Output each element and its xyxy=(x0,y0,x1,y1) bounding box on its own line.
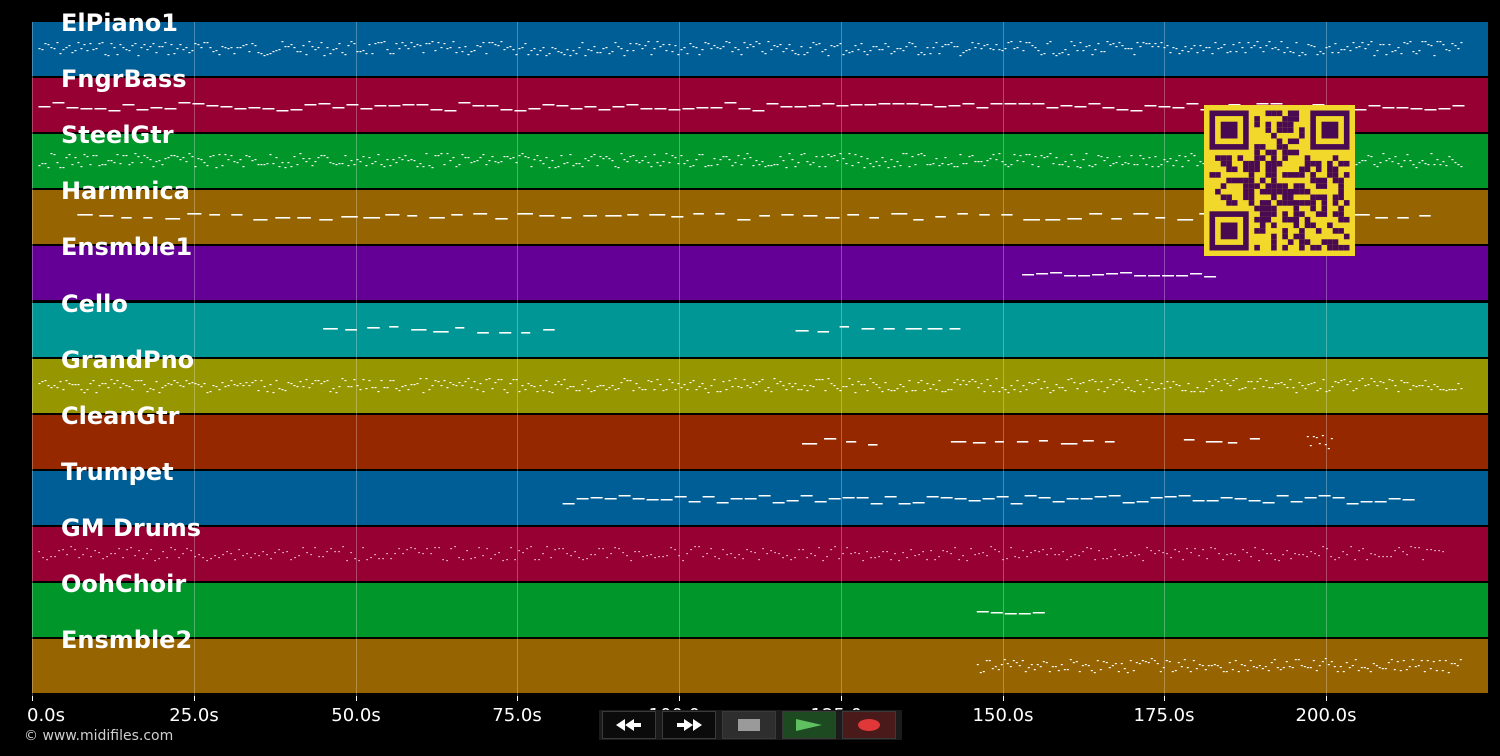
piano-roll[interactable] xyxy=(32,22,1488,696)
tick-label: 175.0s xyxy=(1133,705,1195,726)
tick-mark xyxy=(1326,696,1327,701)
copyright-text: © www.midifiles.com xyxy=(24,728,174,744)
grid-line xyxy=(356,22,357,696)
track-lane[interactable] xyxy=(32,359,1488,413)
play-icon xyxy=(796,719,822,731)
tick-label: 200.0s xyxy=(1295,705,1357,726)
note-marks xyxy=(1022,272,1217,278)
track-lane[interactable] xyxy=(32,471,1488,525)
grid-line xyxy=(1164,22,1165,696)
note-marks xyxy=(38,102,1465,112)
note-marks xyxy=(802,435,1333,450)
track-label: ElPiano1 xyxy=(61,9,178,37)
tick-label: 0.0s xyxy=(26,705,66,726)
tick-label: 150.0s xyxy=(972,705,1034,726)
track-lane[interactable] xyxy=(32,415,1488,469)
transport-controls xyxy=(599,710,902,740)
track-label: FngrBass xyxy=(61,65,187,93)
grid-line xyxy=(1326,22,1327,696)
track-lane[interactable] xyxy=(32,583,1488,637)
fast-forward-button[interactable] xyxy=(662,711,716,739)
track-label: Trumpet xyxy=(61,458,174,486)
grid-line xyxy=(679,22,680,696)
note-marks xyxy=(38,41,1463,57)
grid-line xyxy=(194,22,195,696)
note-marks xyxy=(38,378,1463,394)
track-label: Harmnica xyxy=(61,177,190,205)
rewind-button[interactable] xyxy=(602,711,656,739)
tick-label: 50.0s xyxy=(331,705,381,726)
track-lane[interactable] xyxy=(32,639,1488,693)
tick-mark xyxy=(356,696,357,701)
stop-button[interactable] xyxy=(722,711,776,739)
tick-mark xyxy=(194,696,195,701)
tick-label: 75.0s xyxy=(492,705,542,726)
track-label: GrandPno xyxy=(61,346,195,374)
play-button[interactable] xyxy=(782,711,836,739)
tick-mark xyxy=(32,696,33,701)
stop-icon xyxy=(738,719,760,731)
track-lane[interactable] xyxy=(32,22,1488,76)
track-lane[interactable] xyxy=(32,303,1488,357)
tick-mark xyxy=(679,696,680,701)
tick-mark xyxy=(1164,696,1165,701)
track-label: SteelGtr xyxy=(61,121,174,149)
track-label: GM Drums xyxy=(61,514,202,542)
track-label: OohChoir xyxy=(61,570,187,598)
tick-mark xyxy=(841,696,842,701)
note-marks xyxy=(562,495,1415,505)
track-label: Ensmble1 xyxy=(61,233,193,261)
record-icon xyxy=(858,719,880,731)
track-lane[interactable] xyxy=(32,527,1488,581)
rewind-icon xyxy=(616,719,641,731)
grid-line xyxy=(32,22,33,696)
record-button[interactable] xyxy=(842,711,896,739)
grid-line xyxy=(841,22,842,696)
note-marks xyxy=(38,153,1463,169)
track-label: Cello xyxy=(61,290,128,318)
tick-mark xyxy=(1003,696,1004,701)
grid-line xyxy=(1003,22,1004,696)
fast-forward-icon xyxy=(677,719,702,731)
tick-label: 25.0s xyxy=(169,705,219,726)
note-marks xyxy=(323,326,961,334)
note-marks xyxy=(976,611,1045,615)
note-marks xyxy=(38,546,1444,562)
track-label: CleanGtr xyxy=(61,402,180,430)
note-marks xyxy=(976,658,1462,674)
track-label: Ensmble2 xyxy=(61,626,193,654)
qr-code xyxy=(1204,105,1355,256)
grid-line xyxy=(517,22,518,696)
tick-mark xyxy=(517,696,518,701)
